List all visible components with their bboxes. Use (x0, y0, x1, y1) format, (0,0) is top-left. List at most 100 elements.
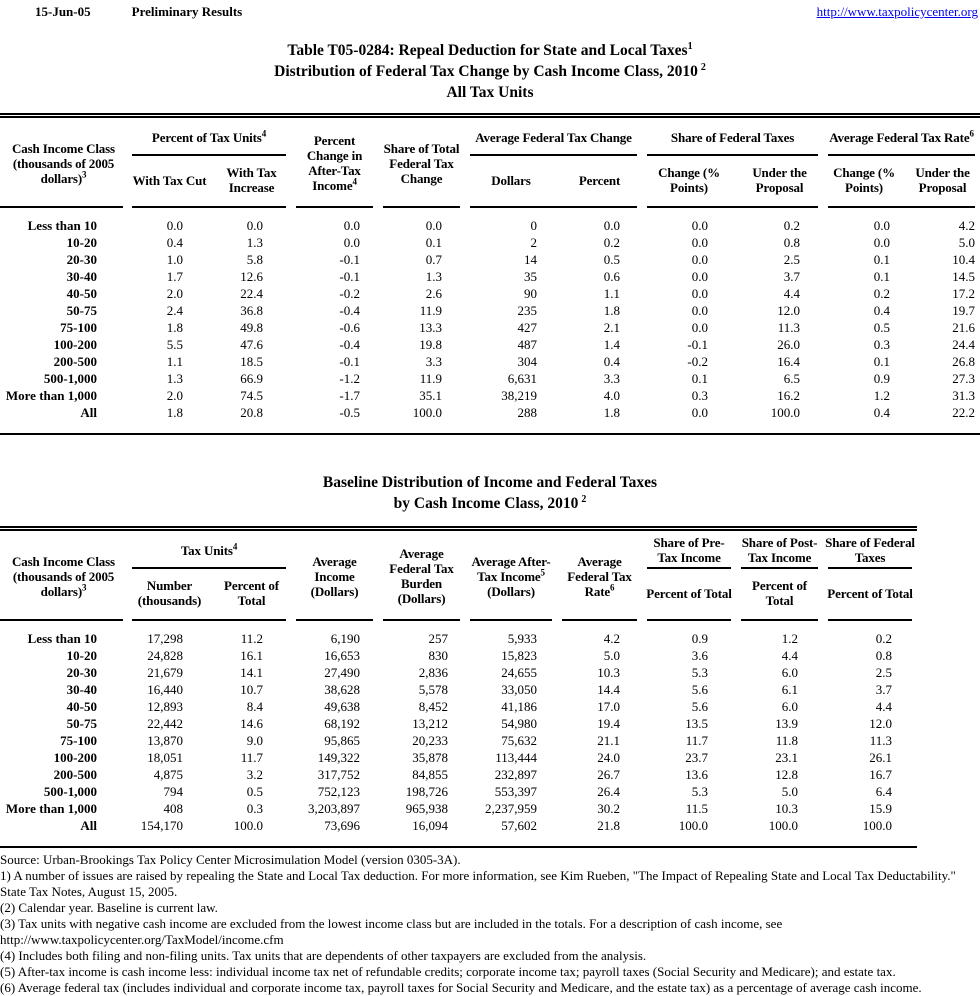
cell: 3.3 (425, 354, 442, 369)
cell: -0.2 (339, 286, 360, 301)
col-header-average-federal-tax-rate: Average Federal Tax Rate6 (557, 528, 643, 621)
cell: -1.2 (339, 371, 360, 386)
cell: 35.1 (419, 388, 442, 403)
row-label: More than 1,000 (5, 801, 97, 816)
cell: 0.4 (603, 354, 621, 369)
row-label: 30-40 (66, 269, 97, 284)
taxpolicycenter-link[interactable]: http://www.taxpolicycenter.org (816, 4, 978, 19)
cell: 5.3 (691, 665, 709, 680)
cell: 408 (163, 801, 184, 816)
cell: 6.1 (781, 682, 799, 697)
cell: 4.0 (603, 388, 621, 403)
row-label: All (80, 818, 97, 833)
cell: 13,212 (412, 716, 449, 731)
cell: 16.2 (777, 388, 801, 403)
row-label: 10-20 (66, 235, 97, 250)
cell: -0.4 (339, 337, 360, 352)
row-label: 50-75 (66, 716, 97, 731)
page-title: Table T05-0284: Repeal Deduction for Sta… (0, 40, 980, 103)
cell: 14.5 (952, 269, 976, 284)
cell: 0.1 (873, 252, 891, 267)
cell: 31.3 (952, 388, 976, 403)
col-group-average-federal-tax-change: Average Federal Tax Change (465, 115, 643, 156)
cell: 73,696 (324, 818, 361, 833)
cell: 0.1 (425, 235, 442, 250)
cell: 16.4 (777, 354, 801, 369)
cell: 0.0 (246, 218, 263, 233)
cell: 11.8 (775, 733, 799, 748)
table-row: 10-20 0.4 1.3 0.0 0.1 2 0.2 0.0 0.8 0.0 5.0 (0, 234, 980, 251)
table-row: 20-30 21,679 14.1 27,490 2,836 24,655 10.3 5.3 6… (0, 664, 917, 681)
cell: -0.6 (339, 320, 360, 335)
cell: 4.2 (603, 631, 621, 646)
cell: 1.8 (603, 303, 621, 318)
cell: 24.4 (952, 337, 976, 352)
cell: 1.8 (166, 320, 183, 335)
cell: 15,823 (501, 648, 538, 663)
cell: 0.1 (691, 371, 709, 386)
cell: 95,865 (324, 733, 361, 748)
row-label: Less than 10 (27, 218, 97, 233)
cell: 2,237,959 (485, 801, 538, 816)
table-row: 75-100 1.8 49.8 -0.6 13.3 427 2.1 0.0 11.3 0.5 21.… (0, 319, 980, 336)
cell: 49.8 (240, 320, 263, 335)
cell: 26.0 (777, 337, 801, 352)
cell: 54,980 (501, 716, 538, 731)
cell: 24,828 (147, 648, 183, 663)
col-header-with-tax-cut: With Tax Cut (127, 156, 212, 208)
cell: 0.0 (691, 218, 709, 233)
cell: 75,632 (501, 733, 538, 748)
cell: 26.8 (952, 354, 976, 369)
table-row: 40-50 2.0 22.4 -0.2 2.6 90 1.1 0.0 4.4 0.2 17.2 (0, 285, 980, 302)
row-label: 50-75 (66, 303, 97, 318)
baseline-title-line-1: Baseline Distribution of Income and Fede… (322, 474, 658, 491)
cell: 830 (428, 648, 449, 663)
cell: 21,679 (147, 665, 183, 680)
cell: 198,726 (405, 784, 449, 799)
cell: 100.0 (412, 405, 442, 420)
table-row: 30-40 1.7 12.6 -0.1 1.3 35 0.6 0.0 3.7 0.1 14.5 (0, 268, 980, 285)
col-header-pre-tax-percent-of-total: Percent of Total (642, 569, 737, 621)
cell: 1.4 (603, 337, 621, 352)
col-header-average-income: Average Income (Dollars) (291, 528, 379, 621)
col-header-percent: Percent (557, 156, 643, 208)
cell: 36.8 (240, 303, 263, 318)
cell: 0.0 (691, 303, 709, 318)
cell: 0.9 (691, 631, 709, 646)
cell: 0.2 (603, 235, 621, 250)
col-group-share-of-federal-taxes: Share of Federal Taxes (642, 115, 824, 156)
cell: 0.4 (166, 235, 183, 250)
col-header-cash-income-class: Cash Income Class (thousands of 2005 dol… (0, 115, 127, 208)
col-header-dollars: Dollars (465, 156, 557, 208)
footnotes: Source: Urban-Brookings Tax Policy Cente… (0, 852, 980, 996)
cell: 2 (530, 235, 538, 250)
cell: 19.7 (952, 303, 976, 318)
row-label: 200-500 (53, 354, 97, 369)
title-line-3: All Tax Units (446, 84, 534, 101)
row-label: 40-50 (66, 699, 97, 714)
row-label: All (80, 405, 97, 420)
footnote-4: (4) Includes both filing and non-filing … (0, 948, 647, 963)
cell: 5.0 (781, 784, 799, 799)
cell: 0.8 (875, 648, 893, 663)
cell: 3,203,897 (308, 801, 361, 816)
cell: 6,631 (507, 371, 537, 386)
cell: 6,190 (330, 631, 361, 646)
col-group-percent-of-tax-units: Percent of Tax Units4 (127, 115, 291, 156)
cell: 11.2 (240, 631, 264, 646)
cell: 553,397 (494, 784, 538, 799)
cell: 6.0 (781, 665, 799, 680)
cell: 18,051 (147, 750, 183, 765)
table-row: 50-75 22,442 14.6 68,192 13,212 54,980 19.4 13.… (0, 715, 917, 732)
cell: 0.0 (691, 235, 709, 250)
col-group-average-federal-tax-rate: Average Federal Tax Rate6 (823, 115, 980, 156)
table-row: 500-1,000 794 0.5 752,123 198,726 553,397 26.4… (0, 783, 917, 800)
cell: 26.7 (597, 767, 621, 782)
col-header-fed-taxes-percent-of-total: Percent of Total (823, 569, 918, 621)
cell: 965,938 (405, 801, 449, 816)
cell: 13,870 (147, 733, 183, 748)
row-label: 40-50 (66, 286, 97, 301)
cell: 1.8 (166, 405, 183, 420)
cell: 0.3 (246, 801, 264, 816)
cell: 0.8 (783, 235, 801, 250)
